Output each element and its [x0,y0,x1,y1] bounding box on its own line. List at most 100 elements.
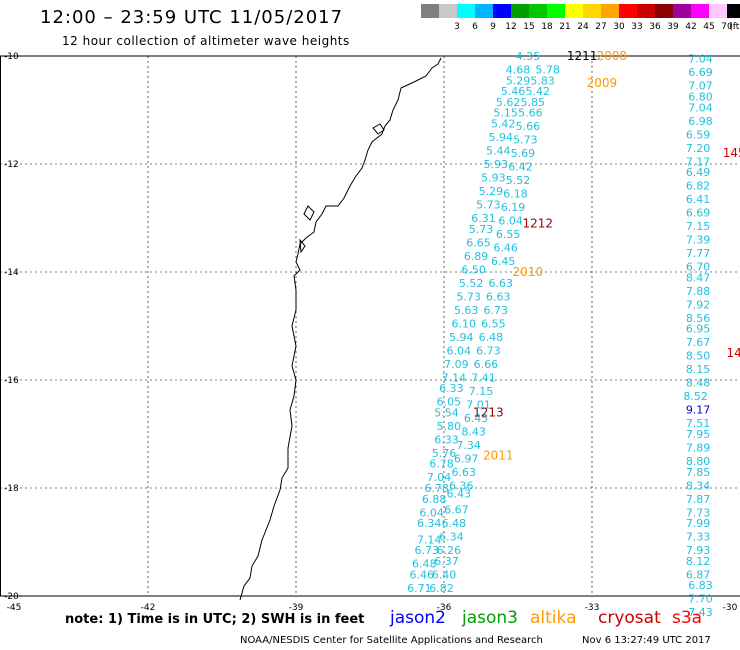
wave-height-value: 6.41 [686,193,711,206]
wave-height-value: 6.82 [429,582,454,595]
scale-tick-label: 33 [631,22,643,32]
wave-height-value: 6.63 [486,290,511,303]
map-frame [0,55,740,597]
wave-height-value: 6.66 [474,358,499,371]
wave-height-value: 6.40 [432,568,457,581]
wave-height-value: 4.35 [516,50,541,63]
wave-height-value: 7.04 [427,471,452,484]
scale-tick-label: 70 [721,22,733,32]
wave-height-value: 6.48 [442,517,467,530]
pass-number-label: 2010 [513,265,544,279]
wave-height-value: 5.42 [491,118,516,131]
wave-height-value: 6.50 [461,263,486,276]
wave-height-value: 5.93 [481,172,506,185]
altimeter-track-a: 4.354.68 5.785.29 5.835.46 5.425.62 5.855.15… [407,50,560,595]
wave-height-value: 5.69 [511,147,536,160]
wave-height-value: 6.73 [484,304,509,317]
wave-height-value: 6.65 [466,236,491,249]
pass-number-label: 2008 [596,49,627,63]
wave-height-value: 7.43 [688,606,713,619]
wave-height-value: 5.42 [525,85,550,98]
wave-height-value: 7.04 [688,101,713,114]
wave-height-value: 6.80 [688,91,713,104]
pass-number-label: 145 [727,346,740,360]
footer-credit: NOAA/NESDIS Center for Satellite Applica… [240,635,543,646]
latitude-label: -12 [4,160,19,170]
scale-swatch [691,4,709,18]
legend-jason3: jason3 [462,608,518,628]
wave-height-value: 7.14 [417,533,442,546]
scale-swatch [511,4,529,18]
wave-height-value: 6.45 [464,412,489,425]
wave-height-value: 6.04 [419,506,444,519]
scale-unit-label: (ft) [729,22,740,32]
longitude-label: -39 [289,603,304,613]
pass-number-label: 1454 [723,146,740,160]
wave-height-value: 5.83 [530,74,555,87]
wave-height-value: 5.94 [449,331,474,344]
legend-altika: altika [530,608,577,628]
wave-height-value: 6.43 [447,487,472,500]
map-title: 12:00 – 23:59 UTC 11/05/2017 [40,7,344,28]
wave-height-value: 6.95 [686,323,711,336]
wave-height-value: 9.17 [686,404,711,417]
bay-islands [299,123,385,254]
scale-swatch [583,4,601,18]
wave-height-value: 6.78 [424,482,449,495]
wave-height-value: 5.76 [432,447,457,460]
wave-height-value: 6.37 [434,555,459,568]
wave-height-value: 6.04 [447,344,472,357]
latitude-label: -14 [4,268,19,278]
units-note: note: 1) Time is in UTC; 2) SWH is in fe… [65,612,365,627]
axis-labels: -10 -12 -14 -16 -18 -20-45 -42 -39 -36 -33 -30 [4,52,738,613]
wave-height-value: 6.69 [688,66,713,79]
wave-height-value: 6.26 [437,544,462,557]
wave-height-value: 6.33 [439,382,464,395]
wave-height-value: 6.71 [407,582,432,595]
wave-height-value: 7.15 [469,385,494,398]
wave-height-value: 7.89 [686,442,711,455]
wave-height-value: 6.18 [503,188,528,201]
wave-height-value: 5.29 [506,74,531,87]
wave-height-value: 6.83 [688,579,713,592]
wave-height-value: 7.20 [686,142,711,155]
wave-height-value: 7.85 [686,466,711,479]
wave-height-value: 7.73 [686,506,711,519]
wave-height-value: 5.80 [437,420,462,433]
wave-height-value: 6.63 [488,277,513,290]
scale-tick-label: 27 [595,22,607,32]
wave-height-value: 6.55 [496,228,521,241]
wave-height-value: 7.92 [686,298,711,311]
scale-swatch [565,4,583,18]
wave-height-value: 6.34 [439,531,464,544]
wave-height-value: 5.66 [518,107,543,120]
scale-swatch [421,4,439,18]
wave-height-value: 7.09 [444,358,469,371]
scale-tick-label: 18 [541,22,553,32]
wave-height-value: 7.34 [456,439,481,452]
longitude-label: -30 [723,603,738,613]
wave-height-value: 6.67 [444,504,469,517]
scale-tick-label: 45 [703,22,715,32]
scale-swatch [475,4,493,18]
scale-swatch [457,4,475,18]
wave-height-value: 7.04 [688,53,713,66]
wave-height-value: 6.36 [449,479,474,492]
wave-height-value: 7.07 [688,80,713,93]
wave-height-value: 6.73 [476,344,501,357]
wave-height-value: 6.48 [412,558,437,571]
wave-height-value: 7.17 [686,155,711,168]
wave-height-value: 6.55 [481,317,506,330]
scale-swatch [673,4,691,18]
wave-height-value: 5.63 [454,304,479,317]
scale-swatch [727,4,740,18]
legend-s3a: s3a [672,608,703,628]
wave-height-value: 7.67 [686,336,711,349]
wave-height-value: 6.33 [434,433,459,446]
wave-height-value: 6.04 [498,215,523,228]
wave-height-value: 7.14 [442,371,467,384]
scale-tick-label: 3 [454,22,460,32]
scale-tick-label: 15 [523,22,535,32]
